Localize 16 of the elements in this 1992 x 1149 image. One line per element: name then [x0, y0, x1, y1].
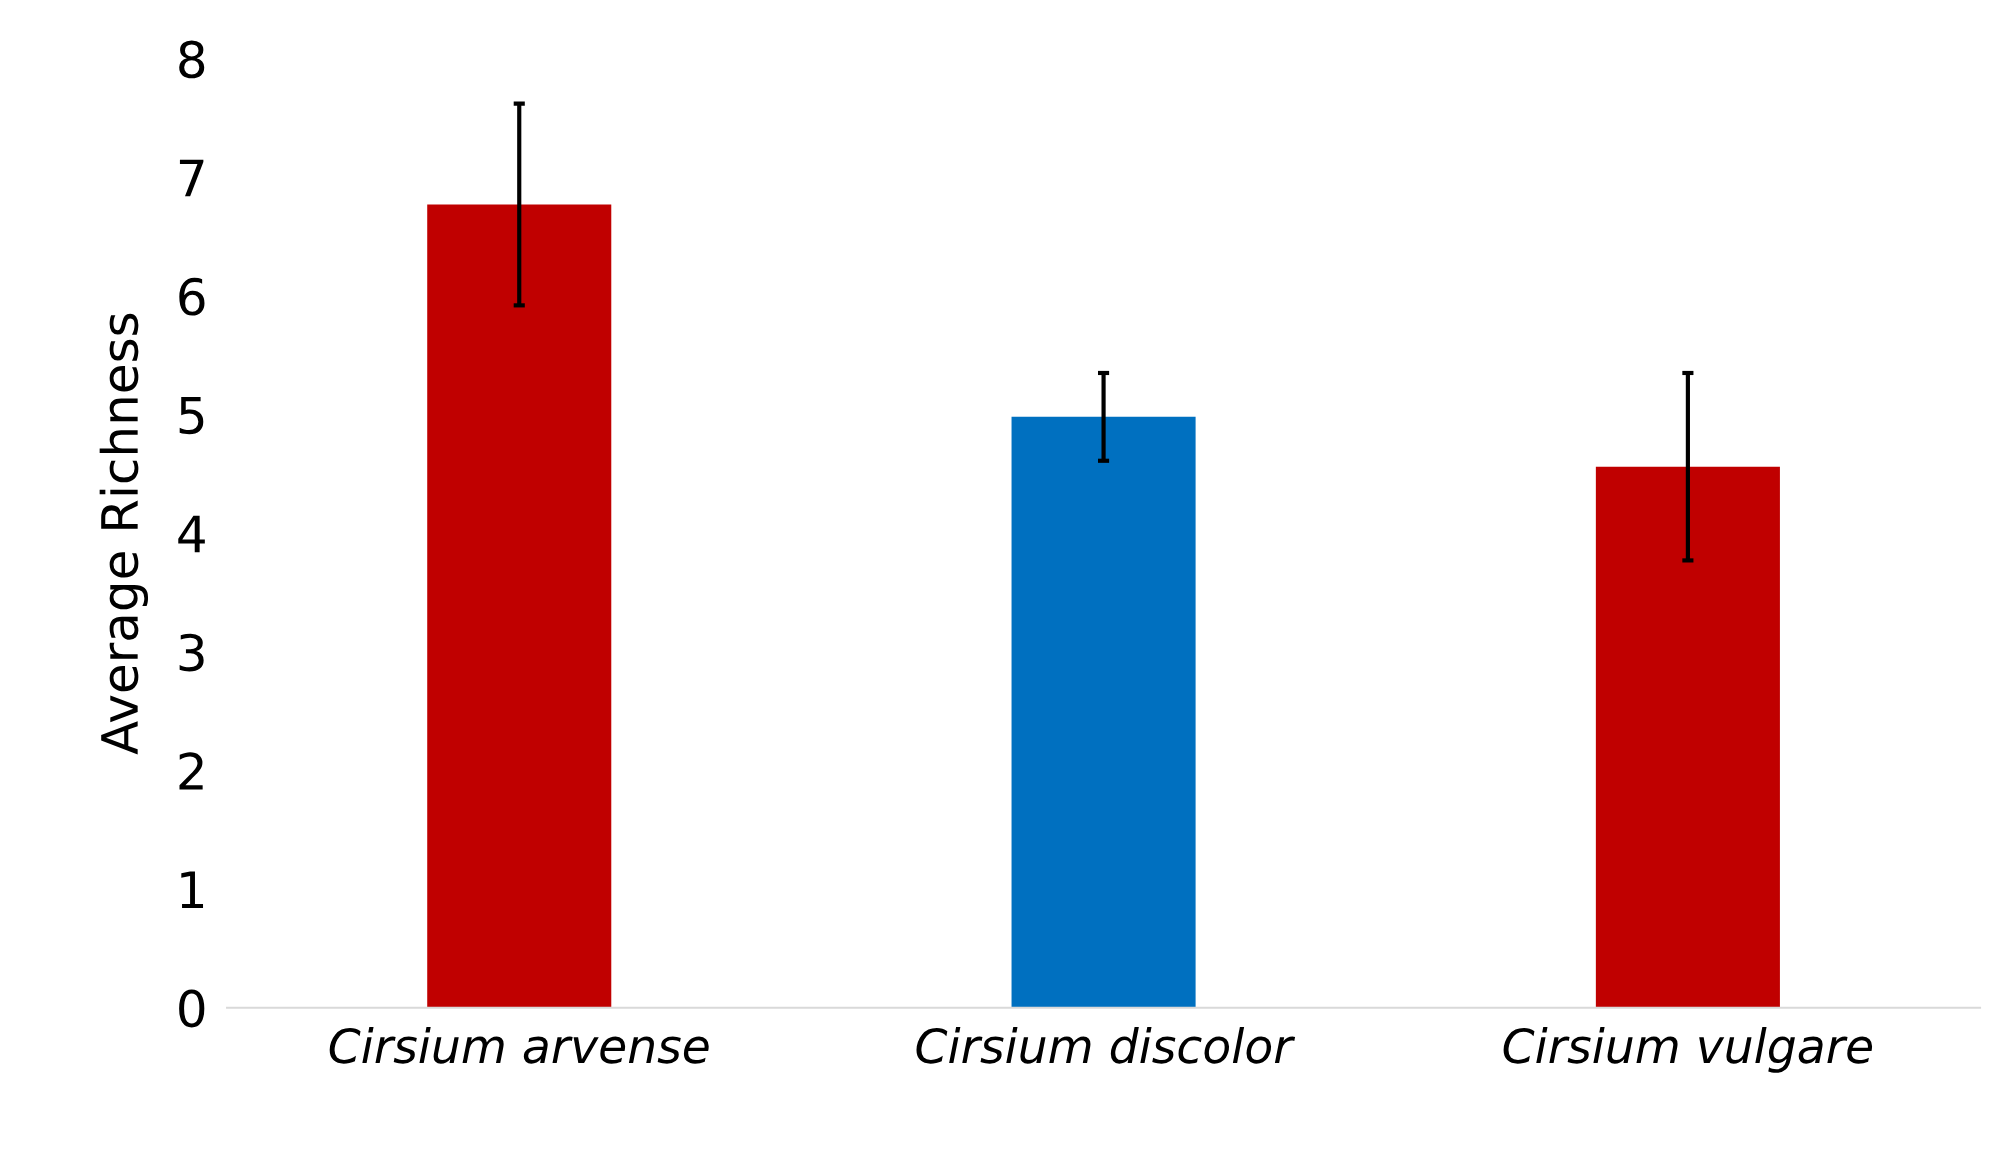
- y-tick-label: 0: [179, 989, 205, 1028]
- bar: [1595, 466, 1780, 1008]
- y-tick-label: 4: [178, 515, 205, 553]
- bar: [427, 204, 612, 1008]
- y-tick-label: 6: [179, 277, 205, 316]
- y-tick-label: 1: [181, 871, 204, 909]
- x-tick-label: Cirsium arvense: [329, 1027, 709, 1064]
- y-tick-label: 7: [179, 159, 204, 197]
- bar: [1011, 416, 1196, 1008]
- y-tick-label: 5: [179, 397, 204, 435]
- y-tick-label: 2: [179, 752, 203, 790]
- x-tick-label: Cirsium vulgare: [1503, 1027, 1873, 1073]
- y-tick-label: 8: [179, 40, 205, 79]
- x-tick-label: Cirsium discolor: [916, 1027, 1296, 1064]
- y-axis-title: Average Richness: [99, 313, 149, 755]
- y-tick-label: 3: [179, 633, 204, 672]
